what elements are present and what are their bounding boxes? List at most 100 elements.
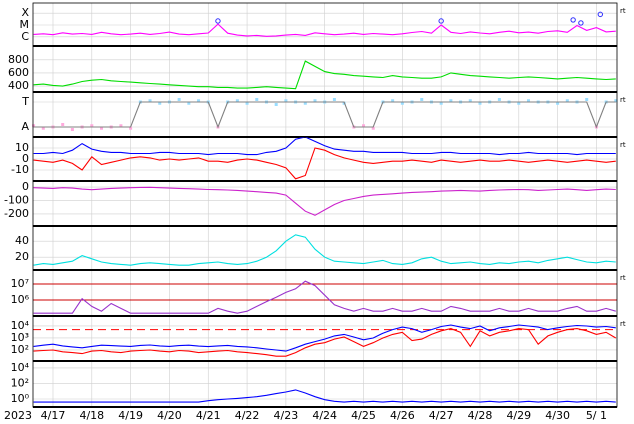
y-tick-label: 10² (11, 343, 29, 356)
dot (303, 101, 307, 105)
dot (362, 124, 366, 128)
series-line (33, 137, 616, 156)
x-tick-label: 4/19 (118, 409, 143, 422)
panel: 10⁴ 10² 10⁰ (11, 360, 618, 408)
series-line (33, 186, 616, 216)
x-tick-label: 4/17 (41, 409, 66, 422)
dot (197, 99, 201, 103)
dot (497, 98, 501, 101)
dot (177, 98, 181, 101)
dot (61, 123, 65, 126)
dot (255, 98, 259, 101)
y-tick-label: 20 (15, 250, 29, 263)
flare-marker (570, 17, 576, 23)
x-tick-label: 4/29 (506, 409, 531, 422)
x-tick-label: 4/30 (545, 409, 570, 422)
y-tick-label: 10⁶ (11, 293, 30, 306)
y-tick-label: M (20, 18, 30, 31)
y-tick-label: 400 (8, 79, 29, 92)
dot (468, 99, 472, 103)
y-tick-label: 10⁷ (11, 277, 29, 290)
y-tick-label: 800 (8, 53, 29, 66)
dot (32, 124, 36, 128)
year-label: 2023 (4, 409, 32, 422)
x-tick-label: 4/23 (274, 409, 299, 422)
series-line (33, 328, 617, 357)
dot (148, 99, 152, 103)
dot (556, 101, 560, 105)
x-tick-label: 4/24 (312, 409, 337, 422)
y-tick-label: 600 (8, 66, 29, 79)
series-line (33, 60, 616, 90)
dot (439, 101, 443, 105)
flare-marker (578, 20, 584, 26)
dot (187, 101, 191, 105)
y-tick-label: 10⁴ (11, 319, 30, 332)
y-tick-label: 0 (22, 180, 29, 193)
y-tick-label: A (21, 120, 29, 133)
dot (526, 99, 530, 103)
y-tick-label: 10⁰ (11, 392, 30, 405)
y-tick-label: -200 (4, 207, 29, 220)
dot (100, 126, 104, 130)
dot (371, 126, 375, 130)
y-tick-label: 10 (15, 141, 29, 154)
series-line (33, 324, 616, 352)
flare-marker (597, 11, 604, 18)
y-tick-label: -10 (11, 163, 29, 176)
dot (158, 101, 162, 105)
flare-marker (215, 18, 221, 24)
y-tick-label: 0 (22, 152, 29, 165)
dot (235, 99, 239, 103)
dot (313, 99, 317, 103)
panel-note: rt (620, 7, 626, 15)
panel-note: rt (620, 320, 626, 328)
dot (119, 124, 123, 128)
x-tick-label: 4/28 (468, 409, 493, 422)
dot (245, 101, 249, 105)
x-tick-label: 4/25 (351, 409, 376, 422)
y-tick-label: C (21, 30, 29, 43)
dot (41, 126, 45, 130)
y-tick-label: 40 (15, 234, 29, 247)
x-tick-label: 4/22 (235, 409, 260, 422)
dot (400, 101, 404, 105)
x-tick-label: 4/21 (196, 409, 221, 422)
dot (517, 101, 521, 105)
dot (449, 99, 453, 103)
panel: 100-10 rt (11, 136, 626, 182)
dot (90, 124, 94, 128)
panel: 0-100-200 (4, 180, 618, 227)
y-tick-label: 10² (11, 376, 29, 389)
y-tick-label: 10⁴ (11, 361, 30, 374)
dot (565, 99, 569, 103)
y-tick-label: X (21, 6, 29, 19)
series-line (33, 23, 616, 37)
panel: 10⁷ 10⁶ rt (11, 269, 626, 317)
dot (129, 126, 133, 130)
x-tick-label: 5/ 1 (586, 409, 607, 422)
y-tick-label: T (21, 95, 29, 108)
dot (284, 99, 288, 103)
series-line (33, 280, 616, 314)
dot (478, 101, 482, 105)
dot (274, 103, 278, 106)
panel-note: rt (620, 274, 626, 282)
x-tick-label: 4/18 (79, 409, 104, 422)
panel-note: rt (620, 141, 626, 149)
x-tick-label: 4/26 (390, 409, 415, 422)
dot (332, 98, 336, 101)
dot (391, 99, 395, 103)
series-line (33, 101, 616, 129)
series-line (33, 147, 616, 180)
panel-note: rt (620, 96, 626, 104)
flare-marker (438, 18, 444, 24)
series-line (33, 389, 616, 403)
y-tick-label: -100 (4, 193, 29, 206)
